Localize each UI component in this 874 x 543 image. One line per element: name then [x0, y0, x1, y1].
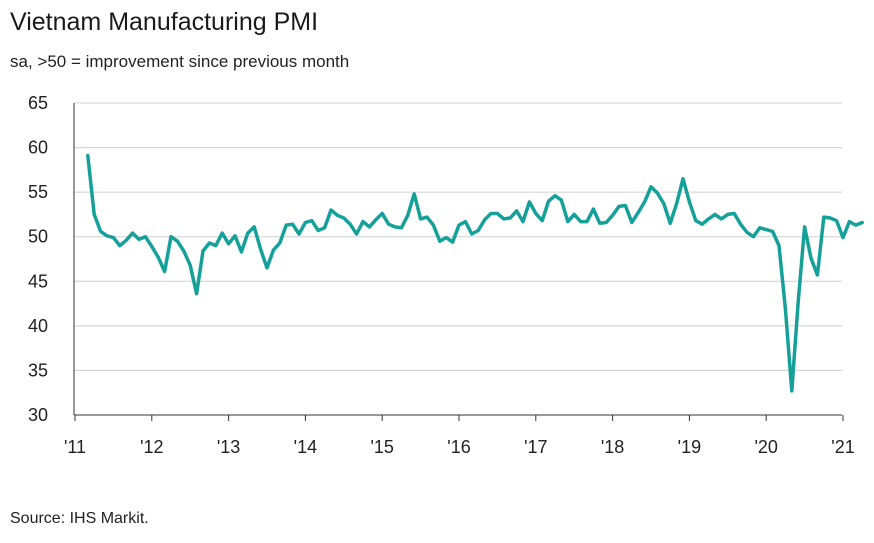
- x-tick-label: '18: [601, 437, 624, 457]
- x-tick-label: '19: [678, 437, 701, 457]
- chart-subtitle: sa, >50 = improvement since previous mon…: [10, 52, 350, 71]
- y-tick-label: 45: [28, 271, 48, 291]
- axis-layer: 30 35 40 45 50 55 60 65 '11 '12 '13 '14 '15 '16 '17 '18…: [28, 93, 855, 457]
- pmi-series-line: [86, 153, 864, 393]
- grid-layer: [74, 102, 842, 371]
- x-tick-label: '12: [140, 437, 163, 457]
- y-tick-label: 65: [28, 93, 48, 113]
- source-note: Source: IHS Markit.: [10, 510, 149, 527]
- y-tick-label: 30: [28, 405, 48, 425]
- y-tick-label: 35: [28, 360, 48, 380]
- x-tick-label: '16: [447, 437, 470, 457]
- y-tick-label: 55: [28, 182, 48, 202]
- x-tick-label: '17: [524, 437, 547, 457]
- x-tick-label: '21: [831, 437, 854, 457]
- y-tick-label: 50: [28, 227, 48, 247]
- x-tick-label: '15: [370, 437, 393, 457]
- x-tick-label: '14: [294, 437, 317, 457]
- y-tick-label: 60: [28, 138, 48, 158]
- x-tick-label: '20: [754, 437, 777, 457]
- y-tick-label: 40: [28, 316, 48, 336]
- x-tick-label: '13: [217, 437, 240, 457]
- x-tick-label: '11: [64, 437, 86, 457]
- series-layer: [86, 153, 864, 393]
- chart-title: Vietnam Manufacturing PMI: [10, 8, 319, 36]
